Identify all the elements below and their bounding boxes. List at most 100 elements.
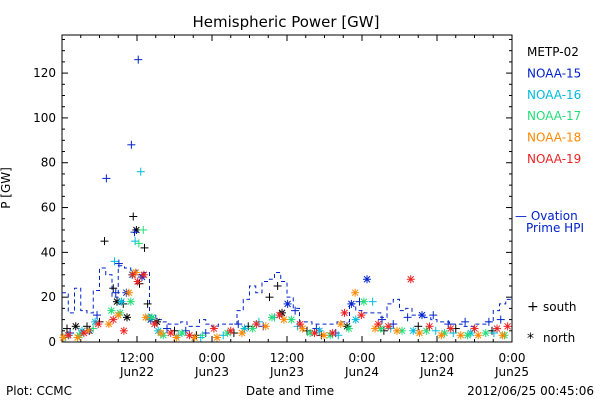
marker-stroke bbox=[348, 300, 355, 308]
south-point-metp-02 bbox=[63, 324, 71, 333]
marker-stroke bbox=[296, 320, 304, 328]
x-tick-label-time: 12:00 bbox=[420, 351, 455, 365]
north-point-noaa-17 bbox=[178, 329, 186, 338]
north-point-noaa-15 bbox=[363, 275, 371, 284]
north-point-noaa-18 bbox=[156, 329, 165, 338]
marker-stroke bbox=[118, 298, 125, 306]
marker-stroke bbox=[409, 327, 417, 335]
south-point-metp-02 bbox=[265, 293, 274, 302]
marker-stroke bbox=[125, 289, 133, 297]
marker-stroke bbox=[108, 307, 115, 314]
north-point-noaa-18 bbox=[73, 333, 82, 342]
north-point-noaa-19 bbox=[296, 320, 305, 329]
north-point-noaa-18 bbox=[319, 331, 328, 340]
x-tick-label-time: 12:00 bbox=[270, 351, 305, 365]
marker-stroke bbox=[280, 316, 288, 323]
legend-entry-noaa-17: NOAA-17 bbox=[527, 109, 581, 123]
north-point-noaa-19 bbox=[252, 320, 261, 329]
north-point-noaa-18 bbox=[238, 329, 246, 338]
marker-stroke bbox=[148, 313, 156, 321]
north-point-noaa-18 bbox=[456, 331, 465, 340]
marker-stroke bbox=[64, 331, 72, 339]
north-point-noaa-19 bbox=[374, 320, 383, 329]
marker-stroke bbox=[262, 322, 270, 330]
marker-stroke bbox=[426, 322, 433, 330]
marker-stroke bbox=[474, 331, 482, 339]
north-point-noaa-19 bbox=[340, 308, 349, 317]
marker-stroke bbox=[418, 311, 426, 319]
marker-stroke bbox=[320, 331, 328, 339]
marker-stroke bbox=[129, 271, 136, 279]
north-point-noaa-19 bbox=[133, 277, 142, 286]
south-point-noaa-15 bbox=[234, 320, 243, 329]
y-axis-ticks: 0 20 40 60 80 100 120 bbox=[33, 38, 512, 349]
marker-stroke bbox=[393, 327, 401, 335]
footer-left: Plot: CCMC bbox=[6, 384, 72, 398]
marker-stroke bbox=[384, 322, 392, 330]
marker-stroke bbox=[74, 334, 81, 341]
north-point-noaa-17 bbox=[481, 329, 490, 338]
marker-stroke bbox=[72, 322, 80, 330]
x-tick-label-time: 12:00 bbox=[120, 351, 155, 365]
north-point-noaa-17 bbox=[248, 324, 257, 333]
marker-stroke bbox=[140, 271, 148, 279]
south-point-noaa-15 bbox=[130, 228, 139, 237]
north-point-noaa-19 bbox=[493, 324, 501, 333]
marker-stroke bbox=[374, 320, 382, 328]
marker-stroke bbox=[464, 331, 471, 339]
north-point-noaa-19 bbox=[166, 329, 175, 338]
marker-key-south-symbol: + bbox=[527, 299, 539, 315]
marker-stroke bbox=[268, 313, 276, 321]
marker-stroke bbox=[351, 289, 359, 297]
north-point-noaa-17 bbox=[287, 315, 296, 324]
marker-stroke bbox=[311, 329, 318, 337]
marker-stroke bbox=[134, 278, 141, 285]
north-point-noaa-16 bbox=[351, 315, 360, 324]
south-point-metp-02 bbox=[140, 243, 149, 252]
x-tick-label-date: Jun22 bbox=[119, 365, 154, 379]
north-point-noaa-18 bbox=[498, 331, 507, 340]
north-point-noaa-19 bbox=[503, 322, 512, 331]
marker-stroke bbox=[109, 316, 117, 323]
marker-stroke bbox=[352, 316, 360, 323]
x-tick-label-date: Jun23 bbox=[269, 365, 304, 379]
y-tick-label: 0 bbox=[48, 335, 56, 349]
y-axis-label: P [GW] bbox=[0, 167, 13, 209]
marker-key-north-label: north bbox=[543, 331, 575, 345]
ovation-hpi-line bbox=[62, 265, 513, 327]
data-points bbox=[59, 55, 512, 342]
marker-stroke bbox=[178, 329, 186, 337]
marker-stroke bbox=[123, 313, 131, 321]
marker-stroke bbox=[186, 331, 193, 339]
marker-stroke bbox=[398, 327, 406, 335]
marker-stroke bbox=[94, 320, 102, 328]
south-point-noaa-15 bbox=[111, 288, 120, 297]
north-point-noaa-17 bbox=[359, 297, 368, 306]
marker-stroke bbox=[329, 329, 336, 337]
north-point-noaa-18 bbox=[437, 331, 446, 340]
south-point-noaa-15 bbox=[127, 140, 136, 149]
marker-stroke bbox=[142, 313, 150, 321]
north-point-noaa-19 bbox=[150, 320, 159, 329]
north-point-noaa-18 bbox=[351, 288, 360, 297]
legend-entry-noaa-18: NOAA-18 bbox=[527, 131, 581, 145]
south-point-noaa-15 bbox=[114, 259, 123, 268]
south-point-noaa-15 bbox=[163, 324, 171, 333]
north-point-noaa-19 bbox=[310, 329, 319, 338]
north-point-noaa-19 bbox=[139, 270, 148, 279]
south-point-noaa-15 bbox=[484, 317, 493, 326]
marker-stroke bbox=[482, 329, 490, 337]
marker-stroke bbox=[80, 329, 88, 337]
south-point-noaa-15 bbox=[93, 311, 101, 320]
south-point-metp-02 bbox=[273, 281, 282, 290]
north-point-metp-02 bbox=[71, 322, 80, 331]
north-point-noaa-18 bbox=[474, 331, 483, 340]
north-point-noaa-19 bbox=[470, 324, 479, 333]
chart-title: Hemispheric Power [GW] bbox=[193, 13, 380, 31]
marker-key: + south * north bbox=[527, 299, 577, 347]
north-point-noaa-15 bbox=[283, 299, 292, 308]
marker-stroke bbox=[157, 329, 165, 337]
x-tick-label-time: 0:00 bbox=[349, 351, 376, 365]
footer-right: 2012/06/25 00:45:06 bbox=[467, 384, 594, 398]
